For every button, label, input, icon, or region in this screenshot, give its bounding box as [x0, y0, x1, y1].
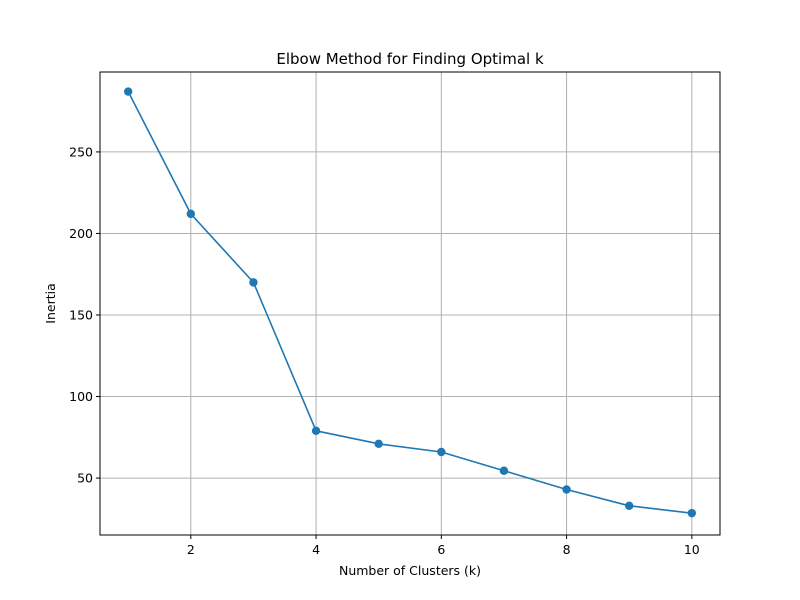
- data-point-k9: [624, 501, 634, 511]
- x-axis-label: Number of Clusters (k): [339, 563, 481, 578]
- ticks: 2 4 6 8 10 50 100 150 200 250: [69, 144, 700, 557]
- y-axis-label: Inertia: [43, 283, 58, 323]
- y-tick-label: 150: [69, 307, 93, 322]
- y-tick-label: 250: [69, 144, 93, 159]
- data-point-k10: [687, 508, 697, 518]
- data-point-k2: [186, 209, 196, 219]
- data-point-k6: [437, 447, 446, 457]
- y-tick-label: 50: [77, 471, 93, 486]
- x-tick-label: 10: [684, 542, 700, 557]
- data-point-k3: [249, 278, 258, 287]
- plot-frame: [99, 71, 721, 536]
- x-tick-label: 8: [563, 542, 571, 557]
- data-point-k7: [499, 466, 509, 475]
- data-point-k1: [123, 87, 133, 96]
- data-point-k8: [562, 485, 571, 494]
- y-tick-label: 100: [69, 389, 93, 404]
- x-tick-label: 2: [187, 542, 195, 557]
- x-tick-label: 6: [437, 542, 445, 557]
- x-tick-label: 4: [312, 542, 320, 557]
- grid: [100, 72, 720, 535]
- y-tick-label: 200: [69, 226, 93, 241]
- data-point-k4: [311, 426, 321, 435]
- series-layer: [123, 87, 697, 518]
- chart-title: Elbow Method for Finding Optimal k: [276, 50, 544, 68]
- series-line: [127, 91, 692, 514]
- data-point-k5: [374, 439, 383, 449]
